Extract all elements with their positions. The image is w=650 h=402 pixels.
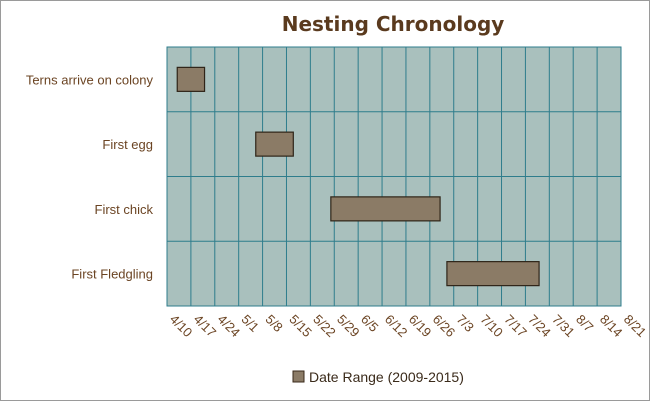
- category-label: First Fledgling: [71, 267, 153, 282]
- x-tick-label: 5/29: [334, 312, 363, 341]
- x-tick-label: 6/26: [430, 312, 459, 341]
- legend-label: Date Range (2009-2015): [309, 369, 464, 385]
- x-tick-label: 6/19: [406, 312, 435, 341]
- category-labels: Terns arrive on colony First egg First chi…: [26, 72, 154, 281]
- x-tick-label: 7/10: [478, 312, 507, 341]
- grid-lines: [166, 47, 622, 306]
- range-bar: [446, 261, 540, 287]
- x-tick-label: 6/5: [358, 312, 381, 335]
- x-tick-label: 5/15: [286, 312, 315, 341]
- x-tick-label: 4/24: [215, 312, 244, 341]
- category-label: First egg: [102, 137, 153, 152]
- legend: Date Range (2009-2015): [292, 369, 464, 385]
- x-tick-label: 8/21: [621, 312, 650, 341]
- x-tick-label: 7/24: [525, 312, 554, 341]
- range-bar: [330, 196, 441, 222]
- range-bar: [176, 66, 206, 92]
- x-tick-label: 8/7: [573, 312, 596, 335]
- x-tick-label: 4/10: [167, 312, 196, 341]
- x-tick-label: 4/17: [191, 312, 220, 341]
- x-tick-label: 6/12: [382, 312, 411, 341]
- chart-title: Nesting Chronology: [282, 12, 505, 36]
- category-label: Terns arrive on colony: [26, 72, 154, 87]
- range-bars: [176, 66, 540, 287]
- x-tick-label: 7/31: [549, 312, 578, 341]
- range-bar: [255, 131, 294, 157]
- x-tick-label: 5/22: [310, 312, 339, 341]
- x-axis-tick-labels: 4/104/174/245/1 5/8 5/155/225/296/5 6/126/1…: [167, 312, 650, 341]
- legend-swatch: [292, 370, 305, 383]
- x-tick-label: 5/8: [262, 312, 285, 335]
- x-tick-label: 8/14: [597, 312, 626, 341]
- category-label: First chick: [95, 202, 154, 217]
- x-tick-label: 7/17: [501, 312, 530, 341]
- x-tick-label: 7/3: [454, 312, 477, 335]
- x-tick-label: 5/1: [239, 312, 262, 335]
